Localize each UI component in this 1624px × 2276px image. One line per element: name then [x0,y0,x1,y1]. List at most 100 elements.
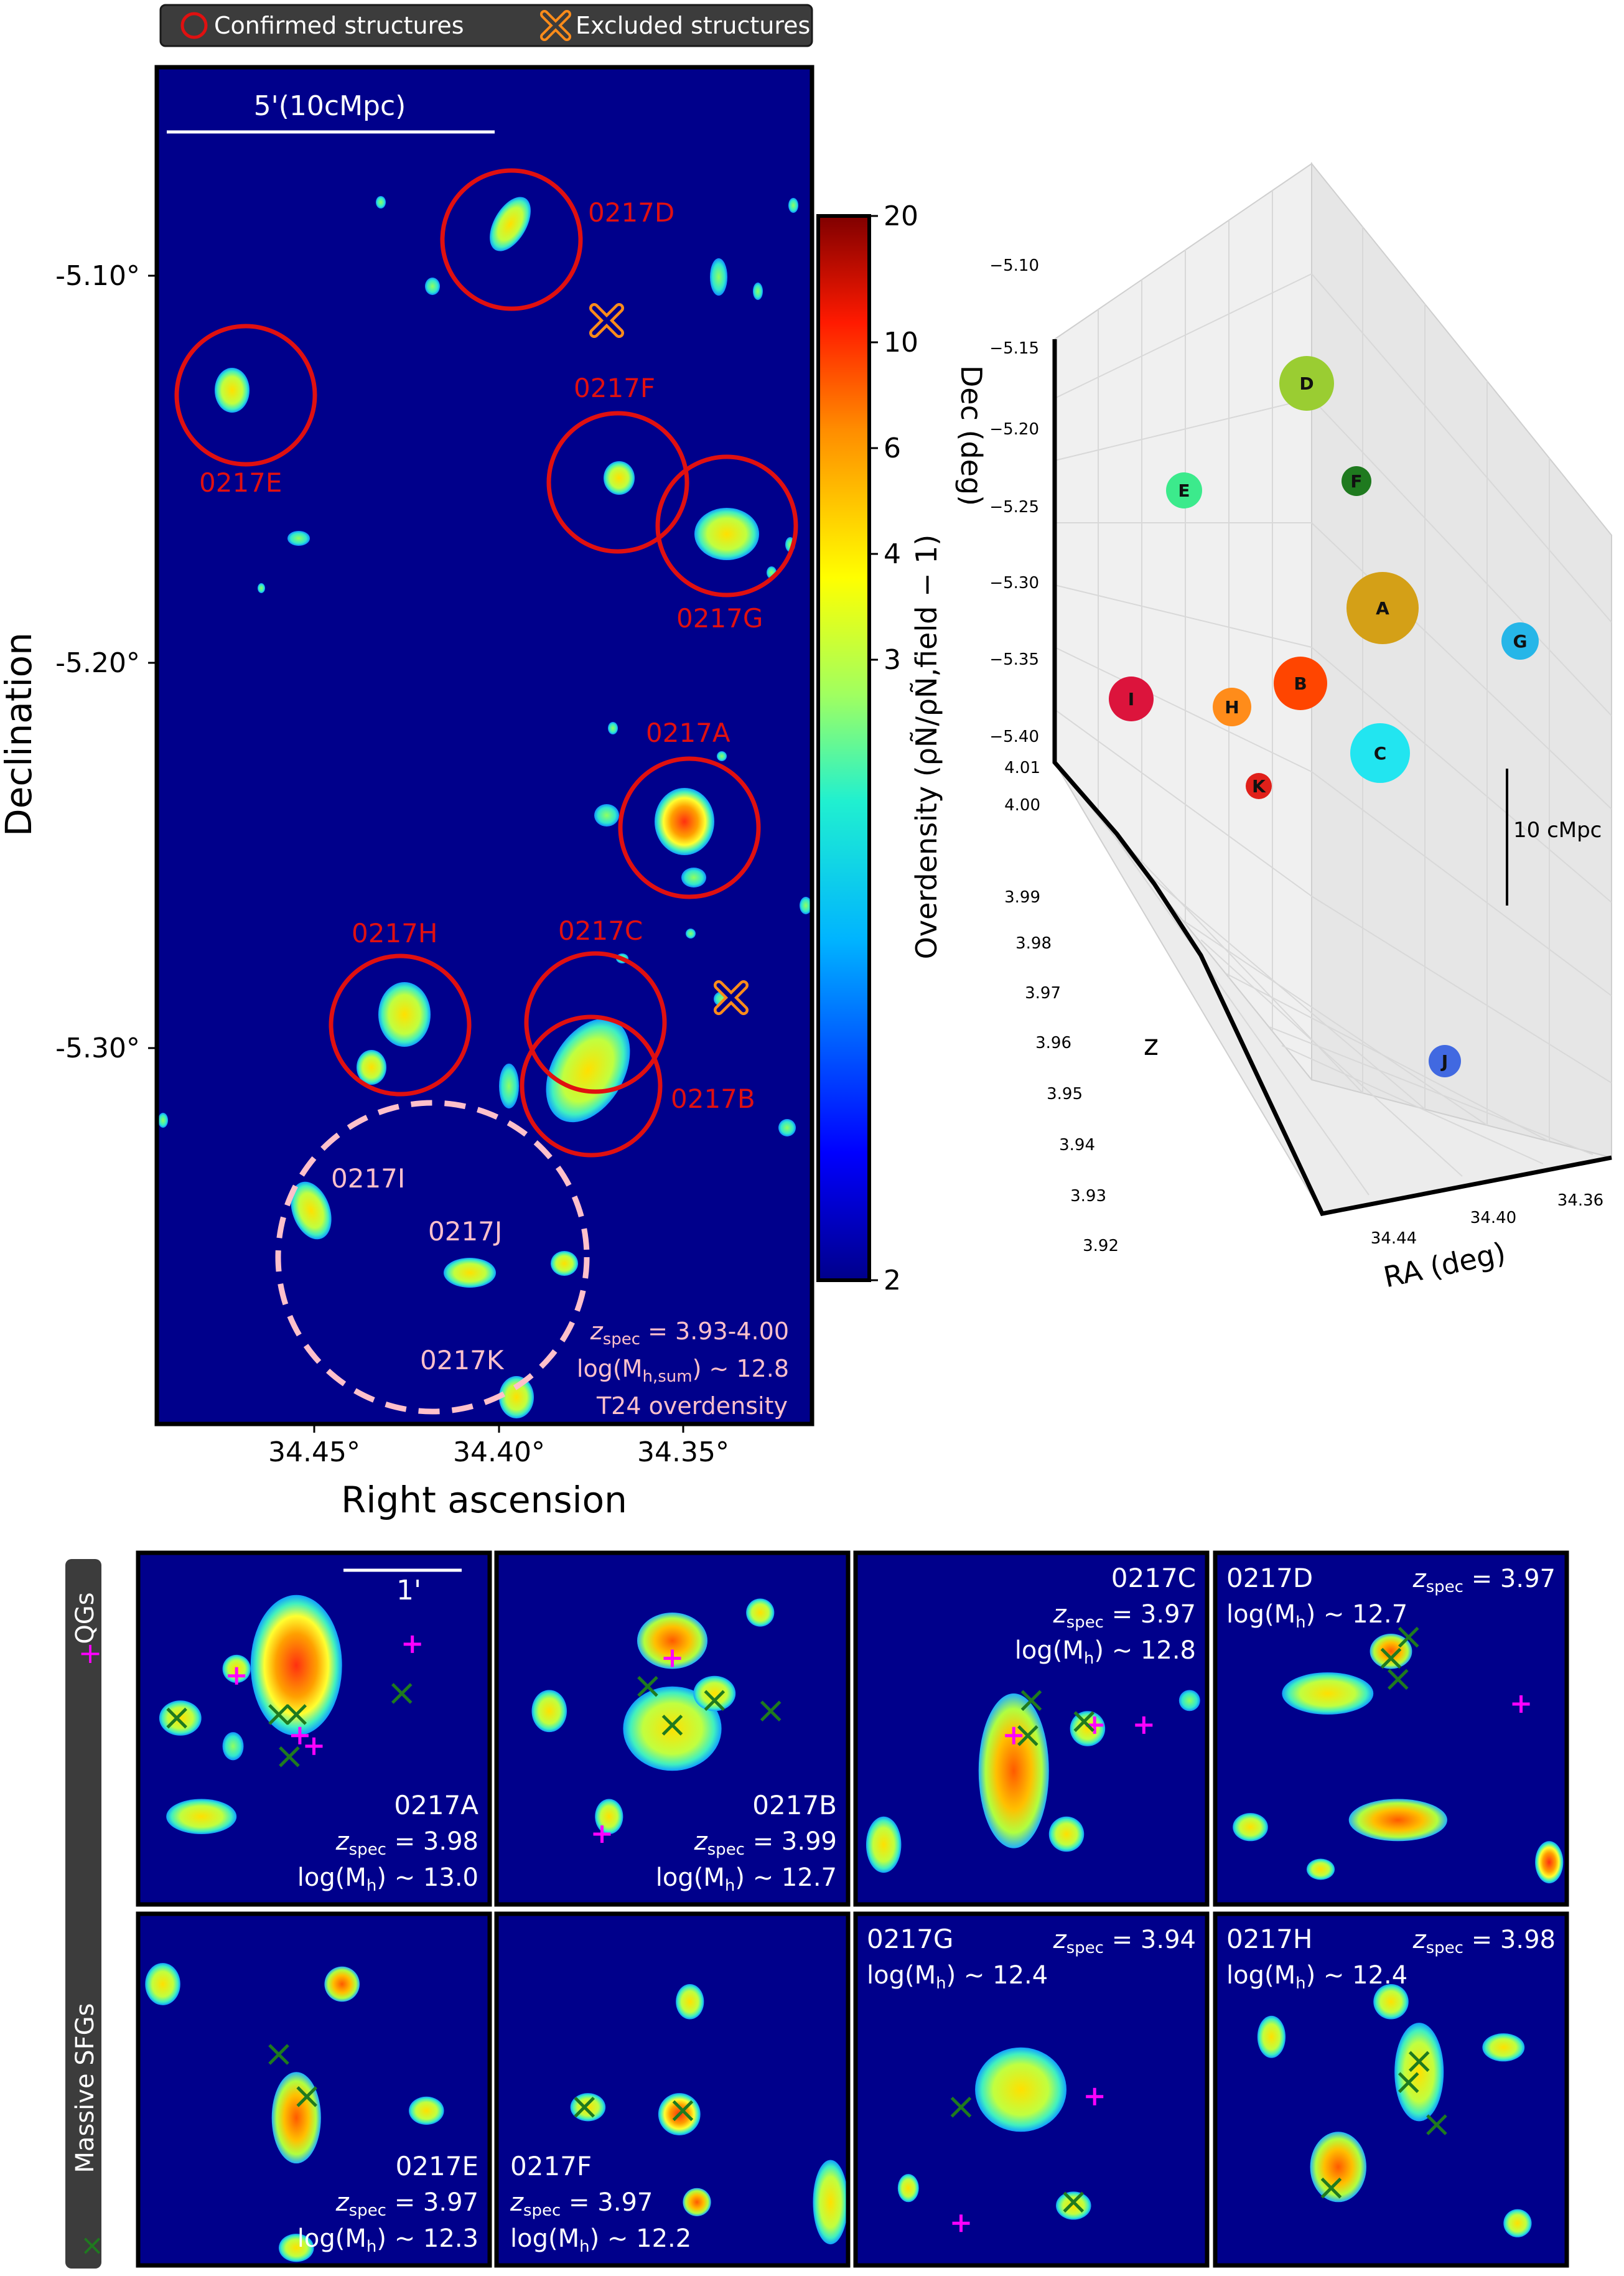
xtick-label: 34.35° [637,1436,729,1468]
zspec-symbol: z [1053,1600,1067,1629]
mass-sub: h [366,1876,376,1895]
point-label: B [1294,673,1307,694]
sfg-marker [1398,1626,1419,1648]
cutout-name: 0217B [752,1790,837,1820]
excluded-marker-icon [540,10,571,41]
cutout-frame [136,1550,492,1907]
ytick-label: -5.30° [55,1033,140,1064]
source-blob [717,751,727,761]
source-blob [1482,2033,1525,2062]
source-blob [1048,1816,1085,1852]
source-blob [376,196,386,208]
source-blob [291,1181,332,1240]
dec-tick: −5.20 [989,420,1039,439]
point-K: K [1246,773,1272,799]
side-legend: QGs + Massive SFGs × [65,1559,104,2269]
side-qg-marker: + [78,1636,103,1670]
legend-confirmed-label: Confirmed structures [214,12,464,39]
plot3d-points: D E F A G I H B C K J [1109,356,1539,1077]
ra-tick: 34.44 [1371,1229,1417,1248]
ytick-label: -5.20° [55,647,140,679]
source-blob [444,1258,496,1288]
source-blob [1178,1690,1200,1712]
source-blob [1306,1858,1335,1880]
source-blob [425,278,440,295]
source-blob [1394,2023,1444,2122]
point-I: I [1109,677,1154,721]
cutout-mass: log(Mh) ~ 12.8 [1015,1636,1196,1668]
z-tick: 3.97 [1025,984,1061,1003]
qg-marker [228,1667,246,1685]
point-label: J [1440,1051,1448,1072]
sfg-marker [166,1707,187,1729]
cutout-frame [494,1911,851,2268]
point-J: J [1429,1045,1461,1077]
side-sfg-marker: × [80,2228,105,2262]
source-blob [683,2188,711,2216]
mass-value: ) ~ 12.7 [1306,1600,1408,1629]
cutout-0217A: 1' 0217A zspec = 3.98 log(Mh) ~ 13.0 [136,1550,492,1907]
annot-z-value: = 3.93-4.00 [640,1318,789,1345]
source-blob [1348,1799,1447,1842]
zspec-value: = 3.97 [386,2188,478,2217]
point-marker [1342,466,1371,496]
point-marker [1109,677,1154,721]
cutout-zspec: zspec = 3.97 [1412,1565,1556,1596]
zspec-sub: spec [523,2201,561,2220]
cutout-sources [1233,1626,1564,1884]
source-blob [250,1595,342,1736]
excluded-marker-1 [589,303,624,338]
annot-z-symbol: z [590,1318,604,1345]
cutout-zspec: zspec = 3.98 [335,1827,478,1859]
map-scalebar-label: 5'(10cMpc) [254,90,406,122]
mass-value: ) ~ 12.4 [946,1961,1048,1990]
source-blob [1310,2132,1366,2203]
source-blob [159,1700,202,1736]
annot-mass-post: ) ~ 12.8 [693,1355,789,1382]
source-blob [222,1732,244,1761]
cutout-mass: log(Mh) ~ 12.4 [1226,1961,1407,1993]
qg-marker [1512,1695,1530,1713]
dec-tick: −5.15 [989,339,1039,358]
zspec-value: = 3.94 [1104,1926,1196,1954]
ytick-label: -5.10° [55,260,140,292]
circle-0217B [520,1014,663,1158]
cutout-sources [145,1963,444,2262]
colorbar-tick: 2 [884,1265,901,1296]
cutout-sources [570,1984,848,2245]
mass-value: ) ~ 12.8 [1094,1636,1196,1665]
sfg-marker [1380,1647,1402,1669]
cutout-frame [1213,1911,1569,2268]
zspec-symbol: z [335,2188,350,2217]
cutout-0217B: 0217B zspec = 3.99 log(Mh) ~ 12.7 [494,1550,851,1907]
cutout-name: 0217D [1226,1563,1313,1593]
map-sources [158,196,812,1418]
source-blob [604,461,635,495]
source-blob [324,1966,360,2002]
qg-marker [593,1825,611,1843]
map-frame [154,65,814,1426]
zspec-sub: spec [1066,1939,1104,1957]
mass-value: ) ~ 12.4 [1306,1961,1408,1990]
point-marker [1246,773,1272,799]
cutout-sources [1257,1984,1532,2237]
dec-tick: −5.25 [989,498,1039,517]
z-tick: 3.94 [1059,1136,1095,1154]
sfg-marker [268,1704,289,1725]
ra-tick: 34.40 [1470,1209,1516,1227]
cutout-0217E: 0217E zspec = 3.97 log(Mh) ~ 12.3 [136,1911,492,2268]
colorbar-tick: 10 [884,327,918,358]
sfg-marker [574,2096,595,2118]
point-B: B [1274,657,1327,710]
point-marker [1166,472,1202,508]
source-blob [693,1675,736,1712]
point-label: H [1225,697,1239,718]
mass-sub: h [366,2237,376,2256]
zspec-value: = 3.98 [1463,1926,1556,1954]
cutout-sources [159,1595,421,1834]
mass-value: ) ~ 12.7 [735,1863,837,1892]
mass-sub: h [579,2237,589,2256]
plot3d-scale-label: 10 cMpc [1513,818,1602,843]
